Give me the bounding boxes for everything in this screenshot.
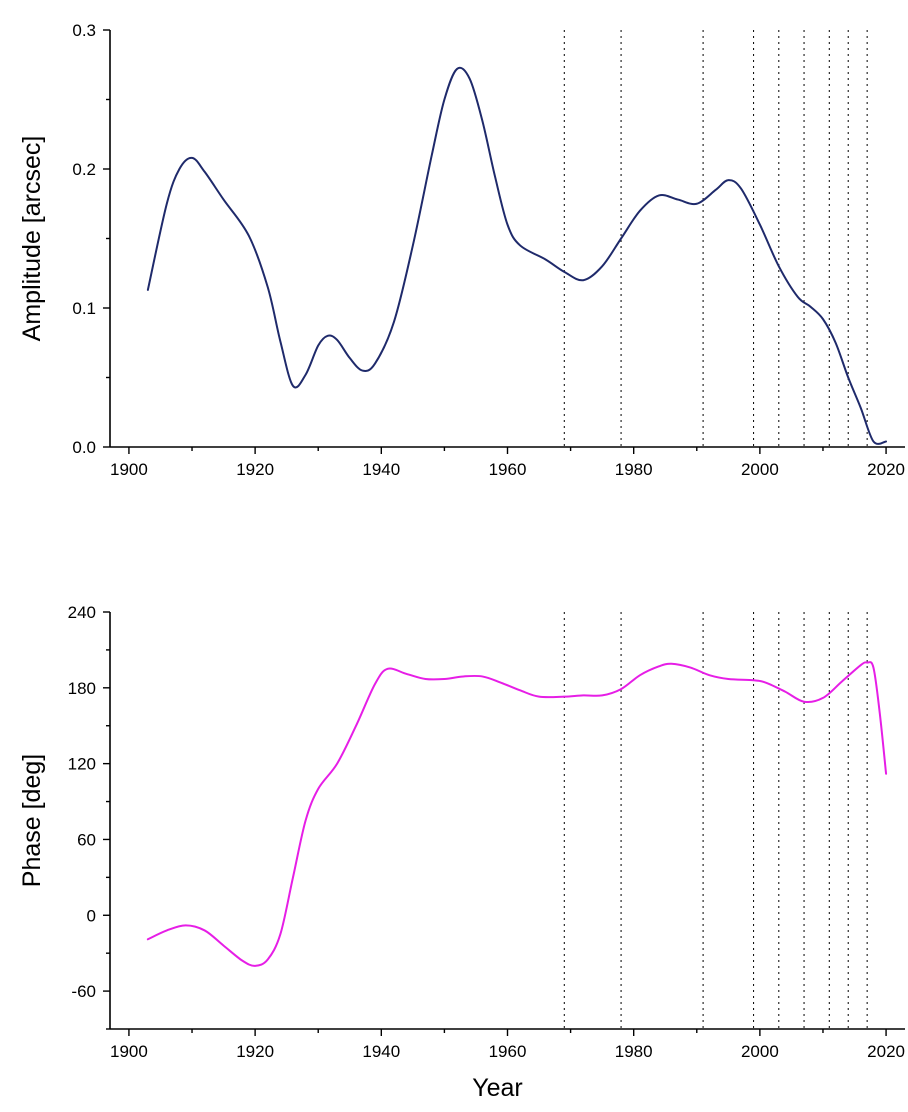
y-tick-label: 60 <box>77 830 96 849</box>
y-tick-label: 120 <box>68 755 96 774</box>
x-tick-label: 2000 <box>741 1042 779 1061</box>
y-axis-title: Amplitude [arcsec] <box>18 136 46 342</box>
y-tick-label: 0 <box>87 906 96 925</box>
x-axis-title: Year <box>472 1074 523 1102</box>
series-line-phase <box>146 661 888 967</box>
x-tick-label: 1900 <box>110 1042 148 1061</box>
x-tick-label: 1940 <box>362 1042 400 1061</box>
series-line-amplitude <box>146 66 888 445</box>
x-tick-label: 1960 <box>489 1042 527 1061</box>
x-tick-label: 1920 <box>236 1042 274 1061</box>
x-tick-label: 1980 <box>615 460 653 479</box>
x-tick-label: 1940 <box>362 460 400 479</box>
y-tick-label: 0.2 <box>72 160 96 179</box>
x-tick-label: 1960 <box>489 460 527 479</box>
y-tick-label: 240 <box>68 603 96 622</box>
y-tick-label: 0.1 <box>72 299 96 318</box>
x-tick-label: 1920 <box>236 460 274 479</box>
y-axis-title: Phase [deg] <box>18 754 46 887</box>
y-tick-label: 180 <box>68 679 96 698</box>
amplitude-panel: 1900 1920 1940 1960 1980 2000 2020 0.0 0.1 0.2 0.3… <box>18 21 905 479</box>
x-tick-label: 2020 <box>867 1042 905 1061</box>
y-tick-label: -60 <box>71 982 96 1001</box>
x-tick-label: 1900 <box>110 460 148 479</box>
x-tick-label: 2020 <box>867 460 905 479</box>
y-tick-label: 0.0 <box>72 438 96 457</box>
phase-panel: 1900 1920 1940 1960 1980 2000 2020 -60 0 60 120 180… <box>18 603 905 1102</box>
x-tick-label: 2000 <box>741 460 779 479</box>
x-tick-label: 1980 <box>615 1042 653 1061</box>
y-tick-label: 0.3 <box>72 21 96 40</box>
